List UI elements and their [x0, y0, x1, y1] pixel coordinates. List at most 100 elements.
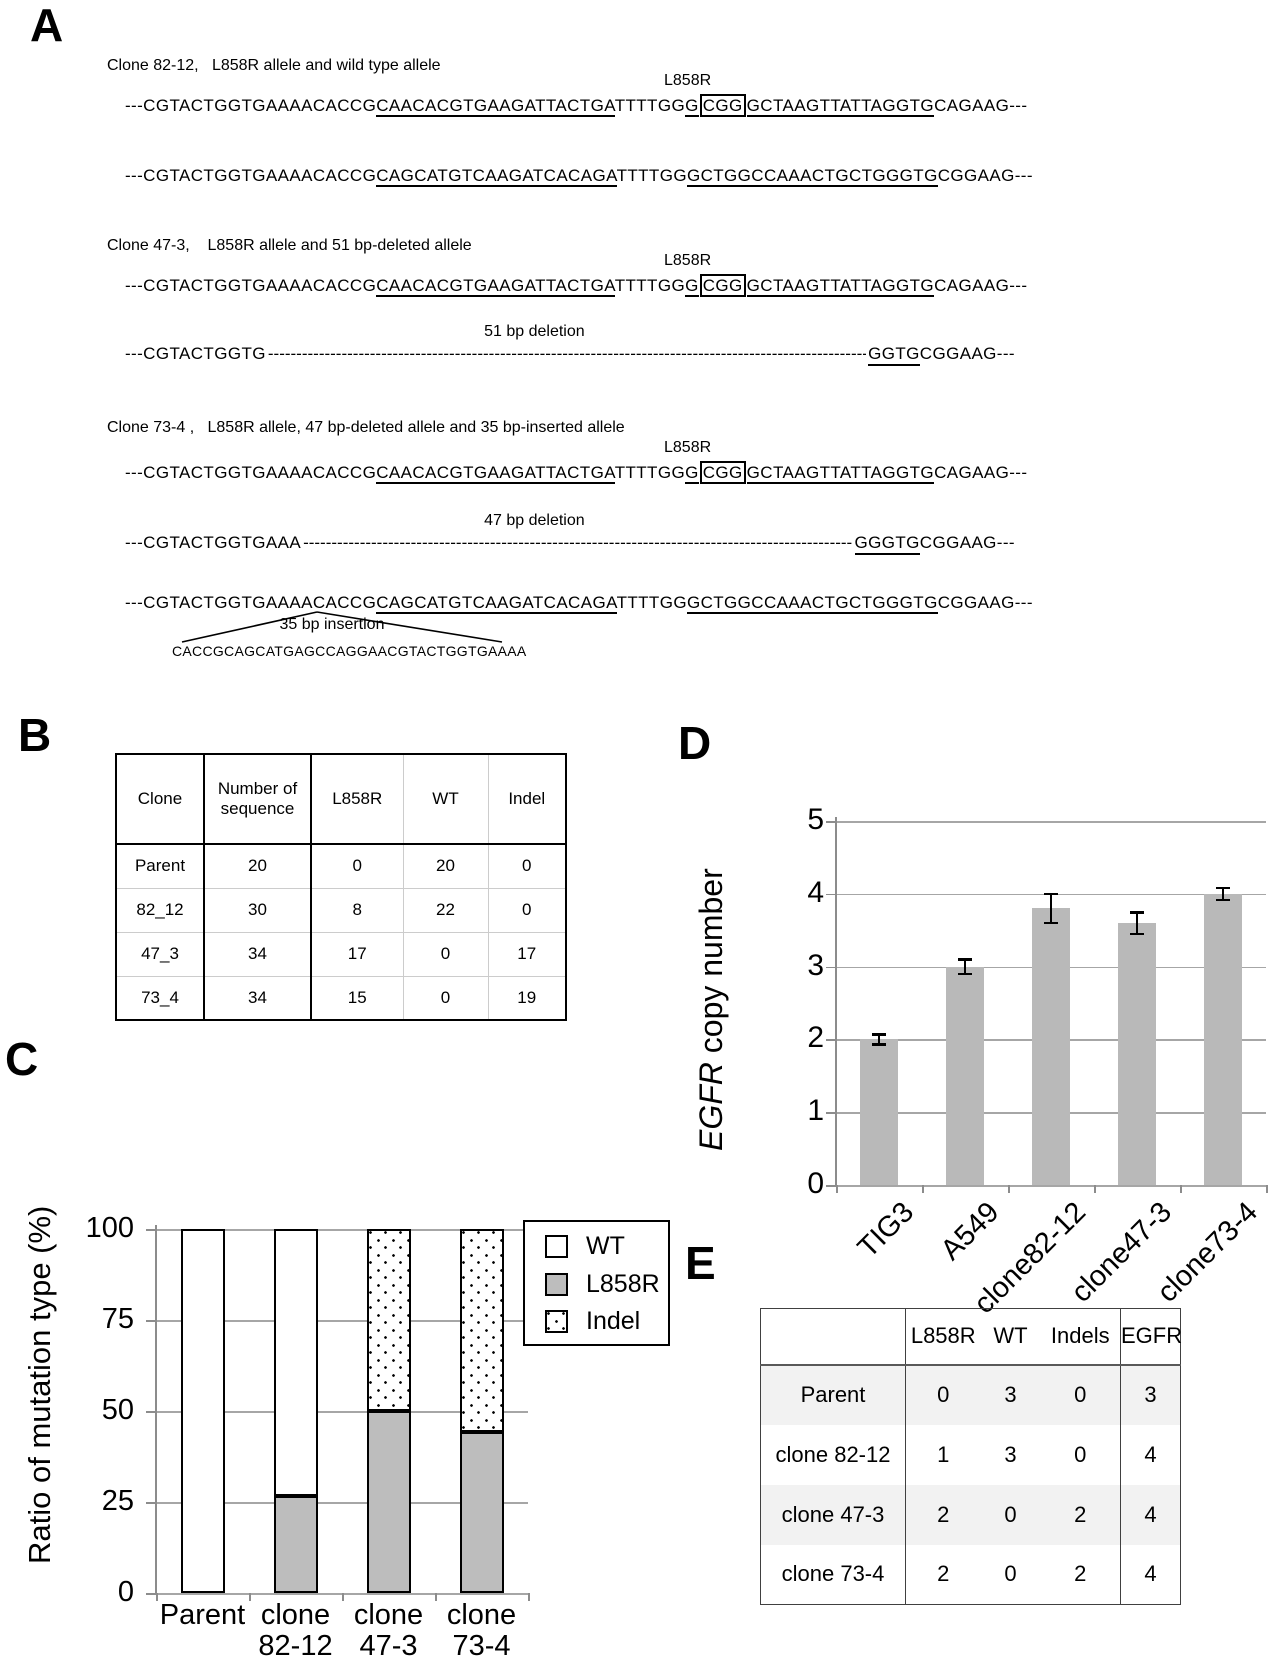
sequence-segment: G — [685, 96, 699, 117]
table-cell: 2 — [905, 1544, 981, 1605]
deletion-dashes: ----------------------------------------… — [267, 344, 866, 363]
axis-tick — [146, 1229, 156, 1231]
sequence-segment: GCTGGCCAAACTGCTGGGTG — [686, 166, 938, 187]
sequence-segment: GCTAAGTTATTAGGTG — [746, 276, 935, 297]
sequence-segment: ---CGTACTGGTGAAA — [125, 533, 302, 552]
bar — [1118, 922, 1156, 1185]
axis-tick — [826, 966, 836, 969]
axis-tick — [146, 1502, 156, 1504]
sequence-segment: ---CGTACTGGTGAAAACACCG — [125, 276, 377, 295]
gridline — [156, 1320, 528, 1322]
x-tick-label: TIG3 — [851, 1196, 920, 1265]
table-cell: 4 — [1120, 1484, 1181, 1545]
error-bar-cap — [1216, 898, 1230, 902]
sequence-segment: ---CGTACTGGTGAAAACACCG — [125, 166, 377, 185]
sequence-segment: CGGAAG--- — [919, 344, 1015, 363]
deletion-label: 51 bp deletion — [484, 323, 585, 340]
axis-tick — [836, 1185, 838, 1193]
column-header: Indel — [487, 753, 567, 845]
table-cell: 22 — [402, 887, 489, 933]
sequence-segment: GGGTG — [854, 533, 920, 555]
table-cell: 34 — [203, 931, 312, 977]
deleted-allele-row: 51 bp deletion ---CGTACTGGTG -------------… — [125, 323, 1015, 366]
clone-title: Clone 47-3, L858R allele and 51 bp-delet… — [107, 237, 472, 254]
sequence-segment: TTTTGG — [614, 276, 686, 295]
axis-tick — [1266, 1185, 1268, 1193]
table-row: Parent 20 0 20 0 — [115, 843, 567, 889]
gridline — [836, 821, 1266, 823]
table-row: 47_3 34 17 0 17 — [115, 931, 567, 977]
table-cell: 0 — [1004, 1501, 1017, 1527]
sequence-segment: CGG — [699, 461, 746, 484]
deleted-allele-row: 47 bp deletion ---CGTACTGGTGAAA ----------… — [125, 512, 1015, 555]
stacked-bar-segment — [366, 1229, 411, 1411]
error-bar-line — [1221, 887, 1225, 900]
table-header-row: L858R WT Indels EGFR — [760, 1308, 1182, 1366]
y-axis-title: Ratio of mutation type (%) — [22, 1205, 57, 1565]
table-cell: 0 — [402, 975, 489, 1021]
panel-d-letter: D — [678, 717, 712, 769]
stacked-bar-segment — [180, 1229, 225, 1593]
column-header: L858R — [905, 1308, 981, 1366]
axis-tick — [528, 1593, 530, 1601]
axis-tick — [146, 1411, 156, 1413]
table-cell: 8 — [310, 887, 404, 933]
panel-a-letter: A — [30, 0, 64, 51]
table-cell: 30 — [203, 887, 312, 933]
sequence-segment: ---CGTACTGGTGAAAACACCG — [125, 593, 377, 612]
sequence-segment: CGGAAG--- — [937, 593, 1033, 612]
panel-e-table: L858R WT Indels EGFR Parent 0 3 0 3 clone 82-12 1 3… — [760, 1308, 1182, 1605]
l858r-tag: L858R — [664, 252, 712, 269]
sequence-segment: GCTGGCCAAACTGCTGGGTG — [686, 593, 938, 614]
panel-b-letter: B — [18, 709, 52, 761]
table-cell: 82_12 — [115, 887, 205, 933]
sequence-segment: ---CGTACTGGTGAAAACACCG — [125, 96, 377, 115]
category-label-line: clone — [446, 1599, 517, 1631]
table-cell: 0 — [1004, 1561, 1017, 1587]
table-cell: 19 — [487, 975, 567, 1021]
column-header: L858R — [310, 753, 404, 845]
sequence-segment: TTTTGG — [616, 166, 687, 185]
table-cell: 20 — [402, 843, 489, 889]
sequence-row: ---CGTACTGGTGAAAACACCGCAACACGTGAAGATTACT… — [125, 274, 1027, 297]
table-cell: 0 — [487, 843, 567, 889]
l858r-tag: L858R — [664, 72, 712, 89]
y-axis-title-rest: copy number — [693, 868, 729, 1063]
category-label: clone 73-4 — [422, 1600, 542, 1660]
sequence-segment: CGGAAG--- — [937, 166, 1033, 185]
legend-label: Indel — [586, 1307, 641, 1335]
error-bar-line — [963, 959, 967, 974]
table-cell: 3 — [1004, 1441, 1017, 1467]
table-cell: clone 82-12 — [775, 1441, 891, 1467]
sequence-row: ---CGTACTGGTGAAAACACCGCAGCATGTCAAGATCACA… — [125, 166, 1033, 187]
clone-title: Clone 73-4 , L858R allele, 47 bp-deleted… — [107, 419, 625, 436]
table-row: clone 47-3 2 0 2 4 — [760, 1484, 1181, 1545]
table-cell: 0 — [905, 1364, 981, 1425]
table-cell: 0 — [1074, 1382, 1087, 1407]
y-axis-title: EGFR copy number — [688, 820, 734, 1200]
error-bar-line — [1135, 912, 1139, 934]
sequence-segment: CAGAAG--- — [934, 463, 1028, 482]
y-tick-label: 0 — [807, 1167, 824, 1200]
error-bar-cap — [958, 958, 972, 961]
deletion-dashes: ----------------------------------------… — [303, 533, 853, 552]
y-tick-label: 4 — [807, 875, 824, 909]
y-tick-label: 100 — [85, 1212, 134, 1244]
y-axis-line — [835, 817, 837, 1186]
table-row: clone 82-12 1 3 0 4 — [761, 1424, 1181, 1485]
legend-swatch — [545, 1310, 568, 1333]
sequence-segment: TTTTGG — [616, 593, 687, 612]
table-cell: 17 — [487, 931, 567, 977]
sequence-segment: CAACACGTGAAGATTACTGA — [376, 463, 615, 484]
stacked-bar-segment — [459, 1229, 504, 1433]
axis-tick — [249, 1593, 251, 1601]
table-row: 73_4 34 15 0 19 — [115, 975, 567, 1021]
sequence-segment: ---CGTACTGGTG — [125, 344, 266, 363]
table-cell: 2 — [1074, 1501, 1087, 1527]
insertion-sequence: CACCGCAGCATGAGCCAGGAACGTACTGGTGAAAA — [172, 643, 527, 659]
sequence-row: ---CGTACTGGTGAAAACACCGCAACACGTGAAGATTACT… — [125, 94, 1027, 117]
error-bar-cap — [1216, 886, 1230, 890]
axis-tick — [826, 1112, 836, 1114]
axis-tick — [342, 1593, 344, 1601]
axis-tick — [1008, 1185, 1010, 1193]
